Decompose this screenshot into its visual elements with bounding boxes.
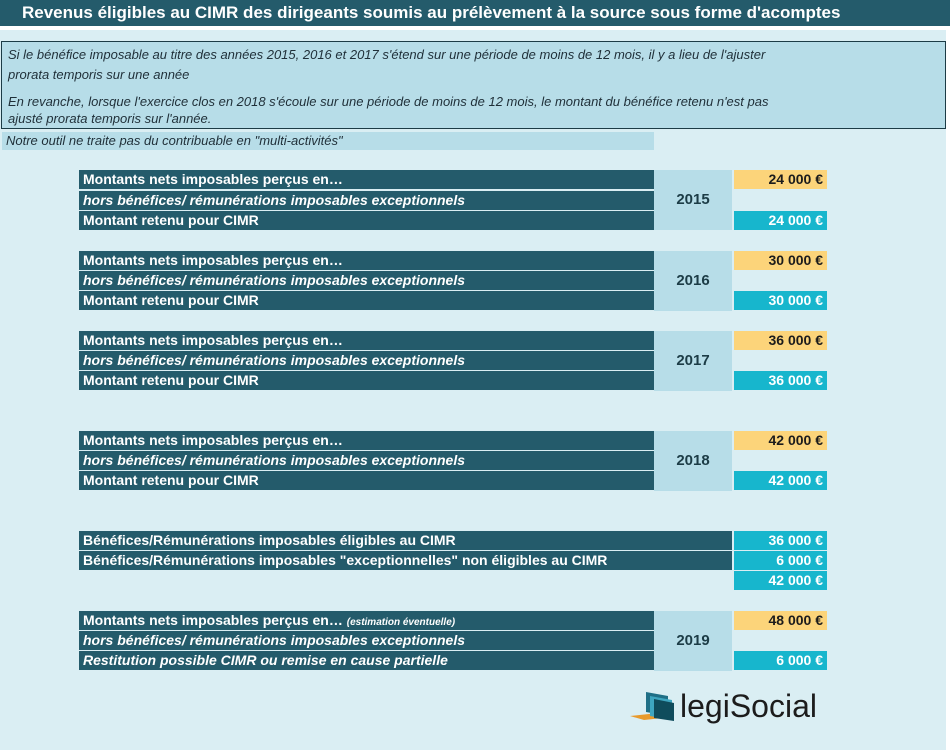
- logo-part-legi: legi: [680, 688, 730, 724]
- retained-amount-cell: 24 000 €: [734, 211, 827, 230]
- year-label: 2016: [654, 251, 732, 311]
- eligible-value-cell: 36 000 €: [734, 531, 827, 550]
- estimation-note: (estimation éventuelle): [346, 617, 456, 628]
- row-montant-retenu: Montant retenu pour CIMR: [79, 471, 654, 490]
- page-title: Revenus éligibles au CIMR des dirigeants…: [0, 0, 950, 26]
- row-montant-retenu: Montant retenu pour CIMR: [79, 371, 654, 390]
- exceptional-value-cell: 6 000 €: [734, 551, 827, 570]
- sheet-background: [0, 30, 946, 750]
- restitution-value-cell: 6 000 €: [734, 651, 827, 670]
- info-note-box: Si le bénéfice imposable au titre des an…: [1, 41, 946, 129]
- row-montants-nets: Montants nets imposables perçus en…: [79, 431, 654, 450]
- row-eligible: Bénéfices/Rémunérations imposables éligi…: [79, 531, 732, 550]
- row-hors-benefices: hors bénéfices/ rémunérations imposables…: [79, 631, 654, 650]
- note-line-3: En revanche, lorsque l'exercice clos en …: [8, 94, 769, 109]
- note-multi-activites: Notre outil ne traite pas du contribuabl…: [2, 132, 654, 150]
- amount-input-cell[interactable]: 30 000 €: [734, 251, 827, 270]
- row-montant-retenu: Montant retenu pour CIMR: [79, 291, 654, 310]
- row-label: Montants nets imposables perçus en…: [83, 612, 343, 628]
- legisocial-logo-icon: [630, 692, 674, 721]
- note-line-4: ajusté prorata temporis sur l'année.: [8, 111, 212, 126]
- amount-input-cell[interactable]: 24 000 €: [734, 170, 827, 189]
- year-label: 2017: [654, 331, 732, 391]
- amount-input-cell[interactable]: 42 000 €: [734, 431, 827, 450]
- row-restitution: Restitution possible CIMR ou remise en c…: [79, 651, 654, 670]
- row-hors-benefices: hors bénéfices/ rémunérations imposables…: [79, 451, 654, 470]
- row-hors-benefices: hors bénéfices/ rémunérations imposables…: [79, 191, 654, 210]
- row-hors-benefices: hors bénéfices/ rémunérations imposables…: [79, 351, 654, 370]
- amount-input-cell[interactable]: 48 000 €: [734, 611, 827, 630]
- year-label: 2018: [654, 431, 732, 491]
- year-label: 2015: [654, 170, 732, 230]
- row-montants-nets: Montants nets imposables perçus en…: [79, 331, 654, 350]
- note-line-1: Si le bénéfice imposable au titre des an…: [8, 47, 766, 62]
- retained-amount-cell: 30 000 €: [734, 291, 827, 310]
- legisocial-logo: legiSocial: [628, 686, 888, 730]
- total-value-cell: 42 000 €: [734, 571, 827, 590]
- logo-wordmark: legiSocial: [680, 688, 817, 724]
- year-label: 2019: [654, 611, 732, 671]
- row-montants-nets: Montants nets imposables perçus en…: [79, 251, 654, 270]
- row-montants-nets: Montants nets imposables perçus en…: [79, 170, 654, 189]
- note-line-2: prorata temporis sur une année: [8, 67, 190, 82]
- amount-input-cell[interactable]: 36 000 €: [734, 331, 827, 350]
- row-montant-retenu: Montant retenu pour CIMR: [79, 211, 654, 230]
- row-montants-nets-2019: Montants nets imposables perçus en… (est…: [79, 611, 654, 630]
- retained-amount-cell: 36 000 €: [734, 371, 827, 390]
- logo-part-social: Social: [729, 688, 817, 724]
- row-hors-benefices: hors bénéfices/ rémunérations imposables…: [79, 271, 654, 290]
- retained-amount-cell: 42 000 €: [734, 471, 827, 490]
- row-exceptional: Bénéfices/Rémunérations imposables "exce…: [79, 551, 732, 570]
